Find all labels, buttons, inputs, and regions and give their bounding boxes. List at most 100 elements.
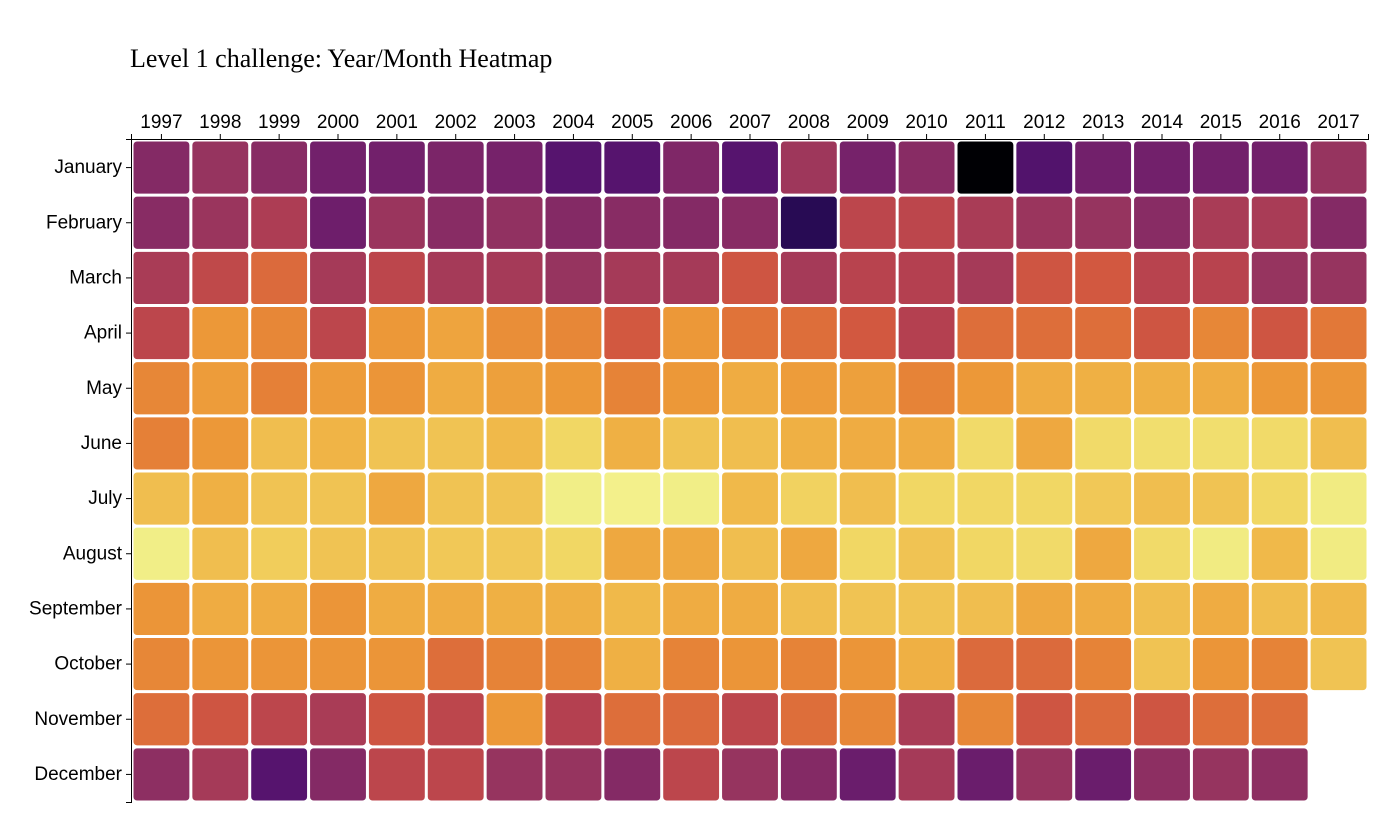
heatmap-cell-2016-june [1250,416,1309,471]
heatmap-cell-1997-may [132,361,191,416]
heatmap-cell-2017-august [1309,526,1368,581]
heatmap-cell-2010-april [897,306,956,361]
heatmap-cell-2011-february [956,195,1015,250]
y-tick-label-june: June [81,433,122,454]
y-tick-label-may: May [86,378,122,399]
x-tick-label-1998: 1998 [199,112,241,133]
heatmap-cell-2002-april [426,306,485,361]
heatmap-cell-1999-july [250,471,309,526]
heatmap-cell-2013-june [1074,416,1133,471]
heatmap-cell-2005-november [603,692,662,747]
heatmap-cell-2015-november [1191,692,1250,747]
heatmap-cell-2002-december [426,747,485,802]
heatmap-cell-2012-may [1015,361,1074,416]
y-tick-label-august: August [63,543,123,564]
y-axis-line [126,139,132,803]
heatmap-cell-2016-december [1250,747,1309,802]
heatmap-cell-1999-october [250,637,309,692]
heatmap-cell-2000-october [309,637,367,692]
heatmap-cell-2011-september [956,581,1015,636]
heatmap-cell-2002-september [426,581,485,636]
heatmap-cell-2005-may [603,361,662,416]
heatmap-cell-2011-october [956,637,1015,692]
heatmap-cell-2012-october [1015,637,1074,692]
heatmap-cell-2008-february [779,195,838,250]
chart-title: Level 1 challenge: Year/Month Heatmap [130,44,553,73]
heatmap-cell-2007-november [721,692,779,747]
heatmap-cell-2011-january [956,140,1015,195]
heatmap-cell-2006-january [662,140,721,195]
heatmap-cell-2007-august [721,526,779,581]
heatmap-cell-2009-december [838,747,897,802]
heatmap-cell-2017-february [1309,195,1368,250]
heatmap-cell-2015-october [1191,637,1250,692]
heatmap-cell-2015-september [1191,581,1250,636]
heatmap-cell-2010-november [897,692,956,747]
heatmap-cell-2011-november [956,692,1015,747]
heatmap-cell-2014-april [1133,306,1191,361]
heatmap-cell-2015-july [1191,471,1250,526]
heatmap-cell-2008-august [779,526,838,581]
heatmap-cell-2014-may [1133,361,1191,416]
heatmap-cell-2011-may [956,361,1015,416]
heatmap-cell-2000-june [309,416,367,471]
x-tick-label-2011: 2011 [965,112,1006,133]
heatmap-cell-2010-february [897,195,956,250]
heatmap-cell-2003-august [485,526,544,581]
heatmap-cell-2001-april [367,306,426,361]
x-tick-label-2009: 2009 [847,112,889,133]
heatmap-cell-2004-september [544,581,603,636]
x-tick-label-1999: 1999 [258,112,300,133]
heatmap-cell-2015-march [1191,250,1250,305]
heatmap-cell-2005-april [603,306,662,361]
heatmap-cell-2001-january [367,140,426,195]
heatmap-cell-2000-april [309,306,367,361]
heatmap-cell-2010-august [897,526,956,581]
heatmap-cell-2009-august [838,526,897,581]
heatmap-cell-2000-february [309,195,367,250]
heatmap-cell-1999-december [250,747,309,802]
heatmap-cell-2010-june [897,416,956,471]
heatmap-cell-2006-september [662,581,721,636]
x-tick-label-2015: 2015 [1200,112,1242,133]
heatmap-cell-2008-may [779,361,838,416]
heatmap-cell-1997-august [132,526,191,581]
heatmap-cell-2004-december [544,747,603,802]
heatmap-cell-2009-september [838,581,897,636]
heatmap-cell-2010-october [897,637,956,692]
heatmap-cell-2005-august [603,526,662,581]
heatmap-cell-2003-july [485,471,544,526]
heatmap-cell-2007-april [721,306,779,361]
heatmap-cell-2012-november [1015,692,1074,747]
heatmap-cell-2001-february [367,195,426,250]
heatmap-cell-2005-january [603,140,662,195]
heatmap-cell-2008-december [779,747,838,802]
heatmap-cell-2017-march [1309,250,1368,305]
heatmap-cell-2000-august [309,526,367,581]
heatmap-cell-2007-june [721,416,779,471]
heatmap-cell-1999-march [250,250,309,305]
heatmap-cell-2014-march [1133,250,1191,305]
heatmap-cell-2008-july [779,471,838,526]
heatmap-cell-1998-november [191,692,250,747]
heatmap-cell-1998-may [191,361,250,416]
heatmap-cell-2006-february [662,195,721,250]
y-tick-label-july: July [88,488,122,509]
heatmap-cell-2005-october [603,637,662,692]
heatmap-cell-2000-march [309,250,367,305]
heatmap-cell-2013-october [1074,637,1133,692]
heatmap-cell-1998-august [191,526,250,581]
heatmap-cell-2015-february [1191,195,1250,250]
heatmap-cell-2006-march [662,250,721,305]
heatmap-cell-2001-december [367,747,426,802]
heatmap-cell-2006-december [662,747,721,802]
heatmap-cell-2000-september [309,581,367,636]
heatmap-cell-2013-april [1074,306,1133,361]
heatmap-cell-1998-july [191,471,250,526]
heatmap-cell-1998-january [191,140,250,195]
heatmap-cell-2002-may [426,361,485,416]
heatmap-cell-2013-may [1074,361,1133,416]
heatmap-cell-2001-may [367,361,426,416]
x-tick-label-2003: 2003 [493,112,535,133]
